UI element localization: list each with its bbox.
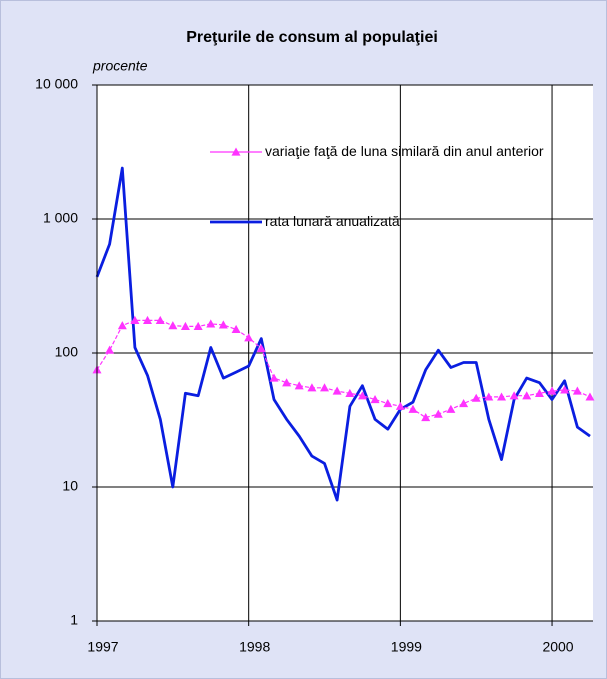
marks — [92, 166, 595, 502]
data-point — [155, 315, 165, 325]
data-point — [206, 319, 216, 328]
data-point — [143, 315, 153, 325]
data-point — [307, 383, 317, 392]
data-point — [547, 386, 557, 395]
chart-title: Preţurile de consum al populaţiei — [186, 29, 438, 46]
data-point — [433, 409, 443, 418]
data-point — [193, 321, 203, 330]
data-point — [168, 321, 178, 330]
data-point — [446, 404, 456, 413]
data-point — [105, 345, 115, 354]
data-point — [244, 333, 254, 342]
data-point — [484, 392, 494, 401]
data-point — [320, 383, 330, 392]
data-point — [256, 344, 266, 353]
data-point — [522, 391, 532, 400]
data-point — [370, 394, 380, 404]
x-tick-label: 1998 — [239, 639, 270, 655]
legend-label: rata lunară anualizată — [265, 213, 400, 229]
y-tick-label: 1 — [70, 612, 78, 628]
x-tick-label: 1997 — [87, 639, 118, 655]
y-tick-label: 100 — [55, 344, 79, 360]
data-point — [497, 392, 507, 401]
data-point — [357, 391, 367, 400]
data-point — [345, 388, 355, 397]
y-tick-label: 10 — [62, 478, 78, 494]
data-point — [408, 404, 418, 413]
data-point — [383, 398, 393, 408]
data-point — [572, 386, 582, 395]
legend-label: variaţie faţă de luna similară din anul … — [265, 143, 544, 159]
x-tick-label: 2000 — [542, 639, 573, 655]
series-line — [96, 319, 591, 419]
data-point — [459, 398, 469, 408]
x-tick-label: 1999 — [391, 639, 422, 655]
data-point — [534, 388, 544, 397]
grid — [92, 84, 593, 626]
data-point — [180, 321, 190, 330]
data-point — [560, 385, 570, 394]
data-point — [282, 378, 292, 387]
legend-marker — [231, 147, 241, 156]
data-point — [332, 386, 342, 395]
data-point — [130, 315, 140, 325]
y-tick-label: 1 000 — [43, 210, 78, 226]
data-point — [269, 373, 279, 382]
data-point — [585, 392, 595, 401]
data-point — [231, 324, 241, 334]
data-point — [421, 413, 431, 422]
data-point — [117, 321, 127, 330]
y-axis-label: procente — [92, 58, 148, 74]
data-point — [471, 393, 481, 402]
series-line — [95, 166, 591, 502]
y-tick-label: 10 000 — [35, 76, 78, 92]
data-point — [218, 320, 228, 329]
data-point — [395, 401, 405, 410]
data-point — [294, 381, 304, 390]
data-point — [509, 391, 519, 400]
